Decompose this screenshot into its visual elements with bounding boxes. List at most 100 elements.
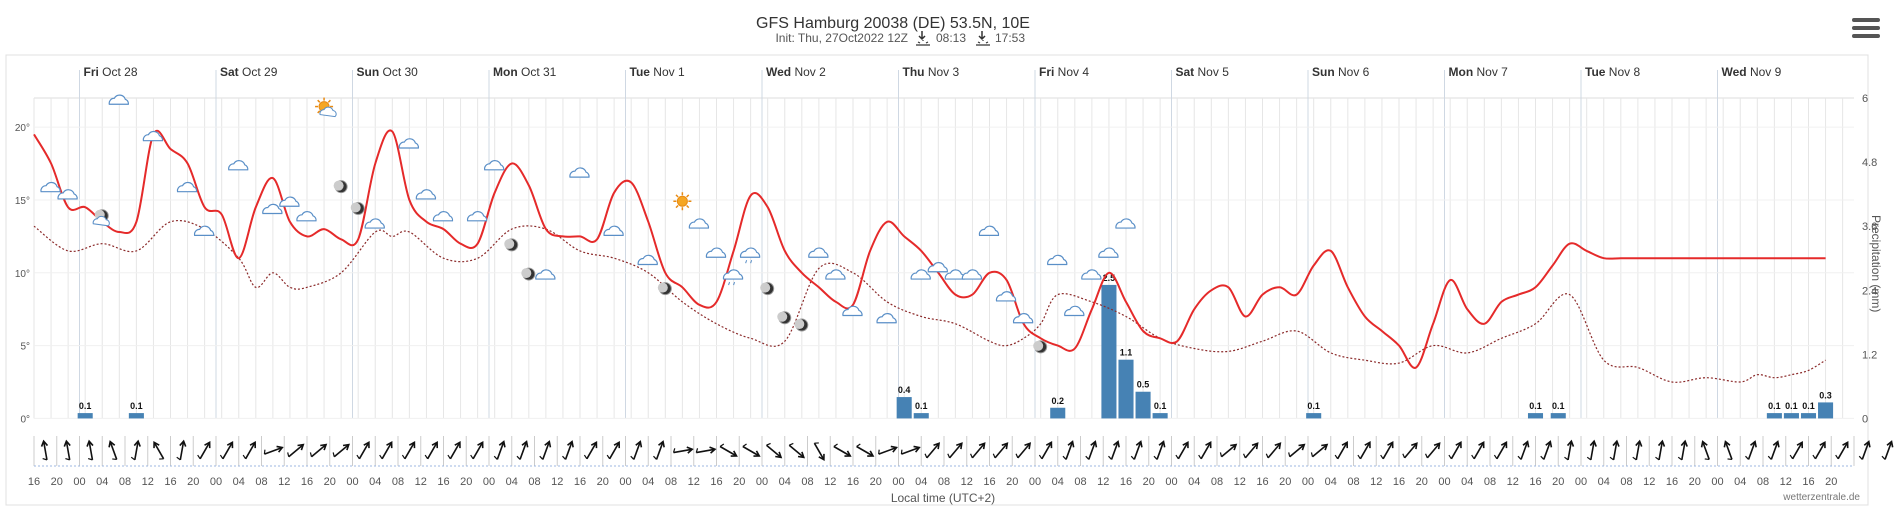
wind-arrow-shaft: [1220, 444, 1236, 458]
x-tick-label: 08: [938, 476, 950, 488]
day-label: Sat Nov 5: [1176, 65, 1230, 79]
wind-arrow-shaft: [1156, 442, 1164, 460]
wind-arrow-barb: [1198, 454, 1202, 460]
wind-arrow-icon: [1448, 440, 1462, 460]
wind-arrow-icon: [1334, 440, 1349, 460]
cloud-shape: [944, 269, 965, 280]
wind-arrow-head: [1001, 442, 1009, 450]
wind-arrow-barb: [1310, 452, 1314, 457]
wind-arrow-head: [1158, 440, 1166, 448]
x-tick-label: 08: [1620, 476, 1632, 488]
wind-arrow-barb: [176, 456, 181, 461]
wind-arrow-icon: [493, 440, 506, 460]
cloud-shape: [92, 215, 110, 227]
wind-arrow-shaft: [878, 447, 896, 455]
wind-arrow-barb: [1858, 455, 1863, 460]
wind-arrow-icon: [1357, 440, 1371, 460]
wind-arrow-barb: [263, 449, 266, 455]
cloud-icon: [1064, 305, 1085, 317]
chart-menu-button[interactable]: [1852, 18, 1880, 42]
wind-arrow-head: [1433, 442, 1441, 450]
wind-arrow-head: [1205, 440, 1212, 449]
wind-arrow-head: [1411, 442, 1418, 450]
sun-ray: [675, 204, 679, 209]
wind-arrow-icon: [1881, 440, 1894, 460]
wind-arrow-barb: [1493, 454, 1498, 460]
x-tick-label: 04: [1461, 476, 1473, 488]
precip-bar-label: 0.1: [79, 401, 92, 411]
x-tick-label: 16: [1393, 476, 1405, 488]
wind-row: [33, 436, 1894, 467]
x-tick-label: 04: [1188, 476, 1200, 488]
x-tick-label: 00: [756, 476, 768, 488]
x-tick-label: 04: [1598, 476, 1610, 488]
precip-bar-label: 0.5: [1137, 380, 1150, 390]
chart-frame: [5, 54, 1869, 506]
wind-arrow-barb: [900, 449, 903, 455]
wind-arrow-icon: [242, 440, 257, 460]
wind-arrow-shaft: [1065, 442, 1073, 460]
wind-arrow-icon: [900, 445, 921, 455]
x-tick-label: 08: [528, 476, 540, 488]
x-tick-label: 12: [1097, 476, 1109, 488]
cloud-shape: [142, 130, 164, 142]
wind-arrow-shaft: [994, 443, 1008, 459]
wind-arrow-head: [1182, 440, 1189, 449]
moon-icon: [504, 238, 519, 252]
wind-arrow-icon: [765, 442, 783, 459]
wind-arrow-shaft: [926, 443, 940, 459]
wind-arrow-shaft: [1884, 442, 1892, 460]
cloud-shape: [466, 211, 488, 222]
cloud-shape: [825, 269, 846, 280]
wind-arrow-shaft: [696, 448, 715, 454]
wind-arrow-shaft: [1837, 442, 1848, 460]
wind-arrow-head: [179, 439, 187, 447]
cloud-shape: [108, 94, 129, 105]
wind-arrow-barb: [1219, 452, 1223, 457]
moon-highlight: [521, 268, 532, 279]
cloud-shape: [808, 247, 829, 258]
wind-arrow-head: [408, 440, 416, 449]
wind-arrow-barb: [1727, 458, 1733, 461]
wind-arrow-icon: [1085, 440, 1098, 460]
day-label: Fri Oct 28: [84, 65, 138, 79]
wind-arrow-icon: [447, 440, 461, 460]
moon-highlight: [333, 180, 344, 191]
x-tick-label: 00: [1302, 476, 1314, 488]
wind-arrow-head: [1863, 440, 1871, 448]
x-tick-label: 20: [1689, 476, 1701, 488]
cloud-night-icon: [92, 209, 110, 227]
x-tick-label: 12: [142, 476, 154, 488]
wind-arrow-shaft: [1567, 441, 1572, 461]
cloud-icon: [466, 211, 488, 222]
cloud-shape: [535, 269, 556, 280]
cloud-icon: [296, 211, 317, 222]
x-tick-label: 20: [1143, 476, 1155, 488]
wind-arrow-head: [1321, 443, 1329, 451]
wind-arrow-barb: [1745, 455, 1749, 460]
cloud-shape: [961, 269, 983, 280]
cloud-shape: [995, 291, 1017, 302]
x-tick-label: 20: [460, 476, 472, 488]
y-tick-label-left: 20°: [15, 123, 30, 134]
wind-arrow-head: [1298, 443, 1306, 451]
wind-arrow-shaft: [519, 442, 527, 460]
cloud-icon: [978, 225, 1000, 236]
x-tick-label: 08: [255, 476, 267, 488]
cloud-icon: [262, 203, 283, 215]
precip-bar: [1135, 391, 1151, 419]
cloud-rain-icon: [722, 269, 744, 286]
wind-arrow-icon: [813, 442, 825, 462]
wind-arrow-head: [978, 442, 986, 450]
menu-bar-icon: [1852, 34, 1880, 38]
day-label: Sun Oct 30: [357, 65, 419, 79]
x-tick-label: 12: [415, 476, 427, 488]
wind-arrow-barb: [1015, 453, 1019, 459]
wind-arrow-barb: [630, 455, 635, 460]
x-tick-label: 04: [642, 476, 654, 488]
wind-arrow-shaft: [153, 442, 165, 460]
x-tick-label: 12: [961, 476, 973, 488]
x-tick-label: 12: [1370, 476, 1382, 488]
wind-arrow-head: [153, 440, 160, 449]
wind-arrow-barb: [1517, 455, 1522, 460]
